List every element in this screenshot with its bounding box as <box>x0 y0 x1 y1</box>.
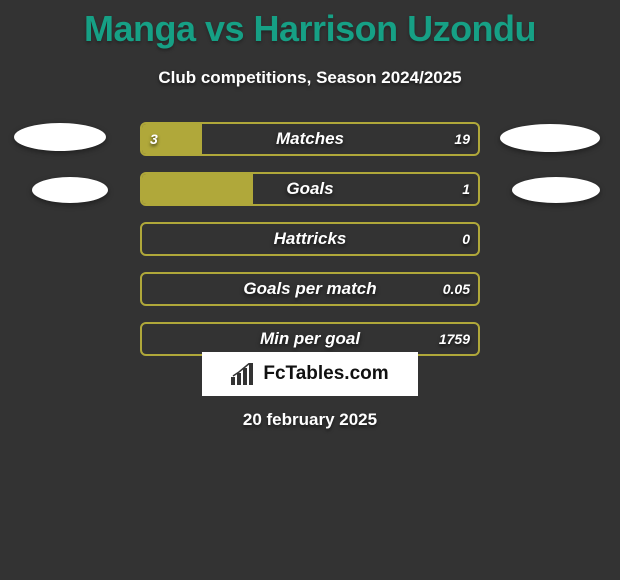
subtitle: Club competitions, Season 2024/2025 <box>0 68 620 88</box>
player-placeholder-ellipse <box>14 123 106 151</box>
date-label: 20 february 2025 <box>0 410 620 430</box>
stat-bar: 0.05Goals per match <box>140 272 480 306</box>
fctables-logo: FcTables.com <box>202 352 418 396</box>
stat-bars: 319Matches 1Goals 0Hattricks 0.05Goals per … <box>140 122 480 372</box>
stat-bar: 319Matches <box>140 122 480 156</box>
player-placeholder-ellipse <box>32 177 108 203</box>
stat-label: Min per goal <box>142 324 478 354</box>
stat-label: Goals per match <box>142 274 478 304</box>
page-title: Manga vs Harrison Uzondu <box>0 0 620 50</box>
player-placeholder-ellipse <box>512 177 600 203</box>
stat-label: Goals <box>142 174 478 204</box>
stat-bar: 1Goals <box>140 172 480 206</box>
stat-bar: 1759Min per goal <box>140 322 480 356</box>
stat-label: Matches <box>142 124 478 154</box>
comparison-card: Manga vs Harrison Uzondu Club competitio… <box>0 0 620 580</box>
stat-bar: 0Hattricks <box>140 222 480 256</box>
stat-label: Hattricks <box>142 224 478 254</box>
barchart-icon <box>231 363 257 385</box>
player-placeholder-ellipse <box>500 124 600 152</box>
logo-text: FcTables.com <box>263 363 388 385</box>
